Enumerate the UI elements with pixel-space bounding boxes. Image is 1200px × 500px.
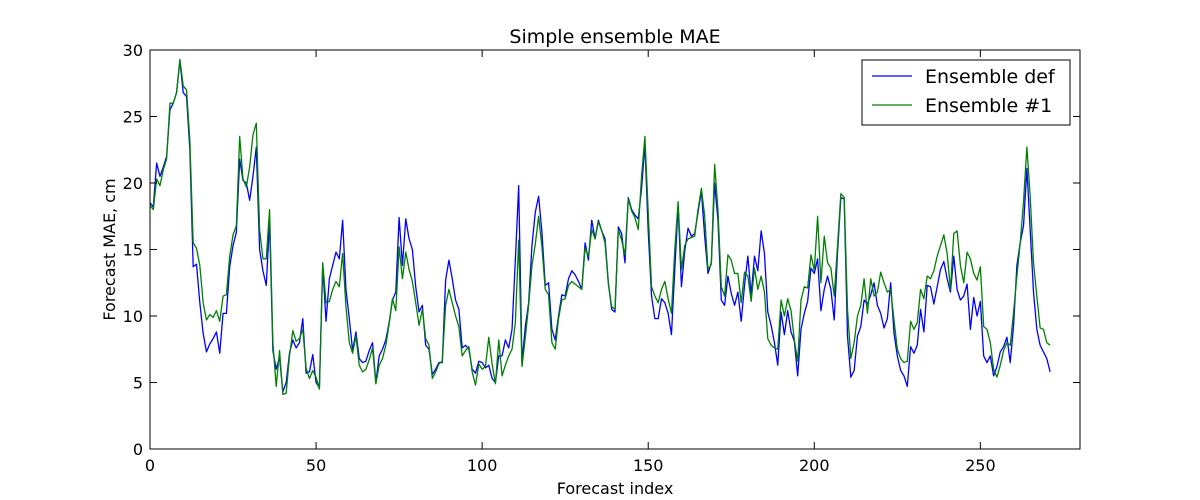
y-tick-label: 25 [123,108,143,127]
x-tick-label: 200 [799,456,830,475]
y-tick-label: 0 [133,440,143,459]
x-axis-title: Forecast index [557,479,674,498]
y-tick-label: 10 [123,307,143,326]
y-tick-label: 5 [133,374,143,393]
legend-label-ensemble-1: Ensemble #1 [925,95,1052,117]
x-tick-label: 0 [145,456,155,475]
legend: Ensemble def Ensemble #1 [861,59,1071,126]
legend-box [861,59,1071,126]
y-tick-label: 20 [123,174,143,193]
x-tick-label: 50 [306,456,326,475]
x-tick-label: 150 [633,456,664,475]
y-tick-label: 15 [123,241,143,260]
axis-ticks: 0 50 100 150 200 250 0 5 10 15 20 25 30 [123,41,1080,475]
x-tick-label: 100 [467,456,498,475]
x-tick-label: 250 [965,456,996,475]
y-axis-title: Forecast MAE, cm [100,178,119,320]
series-line-ensemble-1 [149,58,1051,396]
y-tick-label: 30 [123,41,143,60]
chart-title: Simple ensemble MAE [509,26,720,48]
legend-label-ensemble-def: Ensemble def [925,66,1056,88]
series-lines [149,58,1051,396]
